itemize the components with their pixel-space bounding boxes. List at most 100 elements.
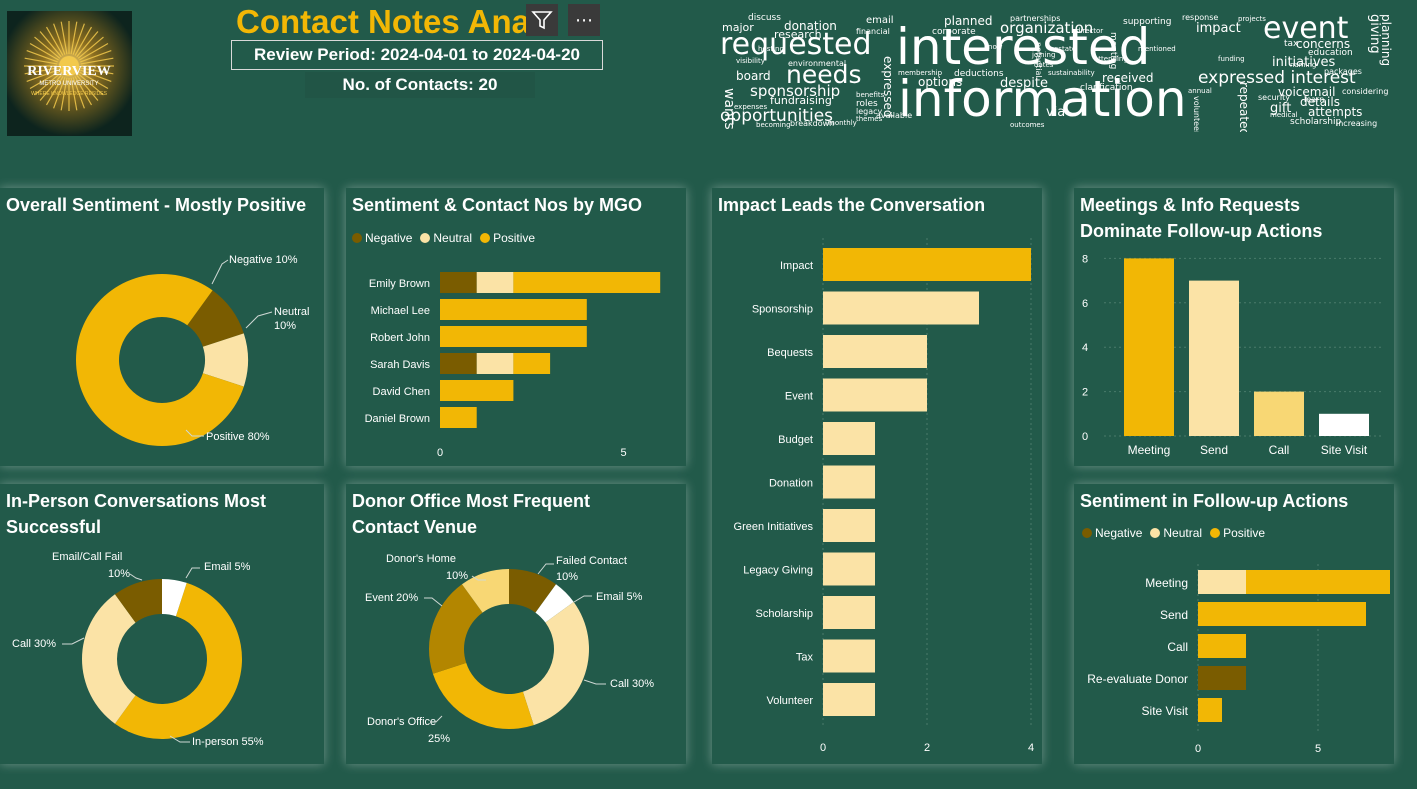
donut-slice-in-person[interactable] — [114, 582, 243, 739]
fsent-category-label: Re-evaluate Donor — [1087, 672, 1188, 686]
overall-sentiment-card: Overall Sentiment - Mostly Positive Nega… — [0, 188, 324, 466]
leader-line — [185, 429, 204, 437]
word-cloud-word: needs — [786, 60, 862, 89]
slice-label-event: Event 20% — [365, 592, 418, 604]
word-cloud-word: themes — [856, 115, 883, 123]
fsent-category-label: Meeting — [1145, 576, 1188, 590]
donut-slice-negative[interactable] — [187, 290, 244, 347]
word-cloud-word: visibility — [736, 57, 765, 65]
fsent-bar-positive[interactable] — [1198, 602, 1366, 626]
actions-bar[interactable] — [1319, 413, 1369, 436]
impact-bar[interactable] — [823, 422, 875, 455]
impact-bar[interactable] — [823, 596, 875, 629]
legend-negative[interactable]: Negative — [1082, 526, 1142, 540]
word-cloud-word: mentioned — [1138, 45, 1176, 53]
actions-bar[interactable] — [1189, 280, 1239, 436]
followup-actions-title: Meetings & Info Requests Dominate Follow-… — [1080, 195, 1323, 241]
word-cloud-word: outcomes — [1010, 121, 1045, 129]
followup-legend[interactable]: Negative Neutral Positive — [1082, 526, 1265, 540]
actions-bar[interactable] — [1124, 258, 1174, 436]
leader-line — [430, 715, 443, 723]
mgo-bar-negative[interactable] — [440, 353, 477, 374]
word-cloud-word: naming — [1290, 61, 1317, 69]
mgo-bar-positive[interactable] — [440, 299, 587, 320]
leader-line — [185, 567, 200, 579]
filter-button[interactable] — [526, 4, 558, 36]
impact-bar-chart: 0 2 4 Impact Sponsorship Bequests Event Budget D… — [734, 238, 1034, 754]
word-cloud-word: sponsorship — [750, 82, 841, 100]
fsent-category-label: Site Visit — [1142, 704, 1189, 718]
word-cloud-word: research — [774, 28, 822, 41]
word-cloud-word: learn — [1304, 95, 1325, 104]
impact-category-label: Event — [785, 391, 813, 403]
actions-category-label: Call — [1269, 443, 1290, 457]
donut-slice-positive[interactable] — [75, 274, 244, 447]
impact-bar[interactable] — [823, 291, 979, 325]
overall-sentiment-donut: Negative 10% Neutral 10% Positive 80% — [75, 254, 309, 447]
venue-card: Donor Office Most Frequent Contact Venue … — [346, 484, 686, 764]
legend-neutral[interactable]: Neutral — [1150, 526, 1202, 540]
word-cloud-word: gift — [1270, 101, 1292, 116]
mgo-category-label: Robert John — [370, 332, 430, 344]
mgo-category-label: Emily Brown — [369, 278, 430, 290]
legend-neutral[interactable]: Neutral — [420, 231, 472, 245]
impact-bar[interactable] — [823, 465, 875, 499]
impact-x-tick: 2 — [924, 742, 930, 754]
word-cloud-word: attending — [1094, 55, 1128, 63]
impact-bar[interactable] — [823, 552, 875, 586]
word-cloud-word: environmental — [788, 59, 847, 68]
donut-slice-failed-contact[interactable] — [509, 569, 557, 613]
word-cloud-word: interested — [896, 18, 1151, 76]
word-cloud-word: opportunities — [720, 106, 834, 126]
word-cloud-word: sustainability — [1048, 69, 1095, 77]
logo-text: RIVERVIEW — [27, 64, 111, 79]
impact-category-label: Sponsorship — [752, 304, 813, 316]
fsent-bar-negative[interactable] — [1198, 666, 1246, 690]
fsent-bar-positive[interactable] — [1198, 698, 1222, 722]
word-cloud-word: information — [898, 70, 1187, 128]
fsent-bar-neutral[interactable] — [1198, 570, 1246, 594]
slice-label-email: Email 5% — [204, 561, 251, 573]
mgo-bar-positive[interactable] — [513, 272, 661, 293]
word-cloud-word: dates — [1034, 61, 1054, 69]
word-cloud-word: tax — [1284, 39, 1299, 49]
impact-category-label: Scholarship — [756, 608, 813, 620]
mgo-bar-positive[interactable] — [440, 407, 477, 428]
mgo-bar-neutral[interactable] — [476, 272, 514, 293]
word-cloud-word: education — [1308, 48, 1353, 58]
actions-bar[interactable] — [1254, 391, 1304, 436]
mgo-bar-positive[interactable] — [440, 326, 587, 347]
impact-bar[interactable] — [823, 639, 875, 673]
fsent-bar-positive[interactable] — [1246, 570, 1390, 594]
donut-slice-email[interactable] — [535, 584, 574, 623]
review-period: Review Period: 2024-04-01 to 2024-04-20 — [231, 40, 603, 70]
mgo-legend[interactable]: Negative Neutral Positive — [352, 231, 535, 245]
impact-bar[interactable] — [823, 335, 927, 368]
impact-bar[interactable] — [823, 378, 927, 412]
mgo-bar-positive[interactable] — [513, 353, 551, 374]
donut-slice-call[interactable] — [82, 594, 136, 724]
donut-slice-donor-s-home[interactable] — [461, 569, 509, 613]
word-cloud-word: director — [1076, 27, 1104, 35]
mgo-category-label: David Chen — [373, 386, 430, 398]
mgo-bar-neutral[interactable] — [476, 353, 514, 374]
donut-slice-call[interactable] — [522, 601, 589, 726]
donut-slice-donor-s-office[interactable] — [432, 662, 534, 729]
donut-slice-email[interactable] — [162, 579, 187, 617]
impact-title: Impact Leads the Conversation — [718, 195, 986, 215]
legend-negative[interactable]: Negative — [352, 231, 412, 245]
fsent-bar-positive[interactable] — [1198, 634, 1246, 658]
mgo-bar-negative[interactable] — [440, 272, 477, 293]
impact-bar[interactable] — [823, 248, 1031, 281]
actions-y-tick: 8 — [1082, 253, 1088, 265]
donut-slice-neutral[interactable] — [202, 333, 248, 387]
legend-positive[interactable]: Positive — [1210, 526, 1265, 540]
legend-positive[interactable]: Positive — [480, 231, 535, 245]
slice-label-neutral-pct: 10% — [274, 320, 296, 332]
impact-bar[interactable] — [823, 683, 875, 716]
more-options-button[interactable]: ⋯ — [568, 4, 600, 36]
mgo-bar-positive[interactable] — [440, 380, 514, 401]
donut-slice-email-call-fail[interactable] — [114, 579, 162, 623]
impact-bar[interactable] — [823, 509, 875, 542]
donut-slice-event[interactable] — [429, 584, 483, 674]
